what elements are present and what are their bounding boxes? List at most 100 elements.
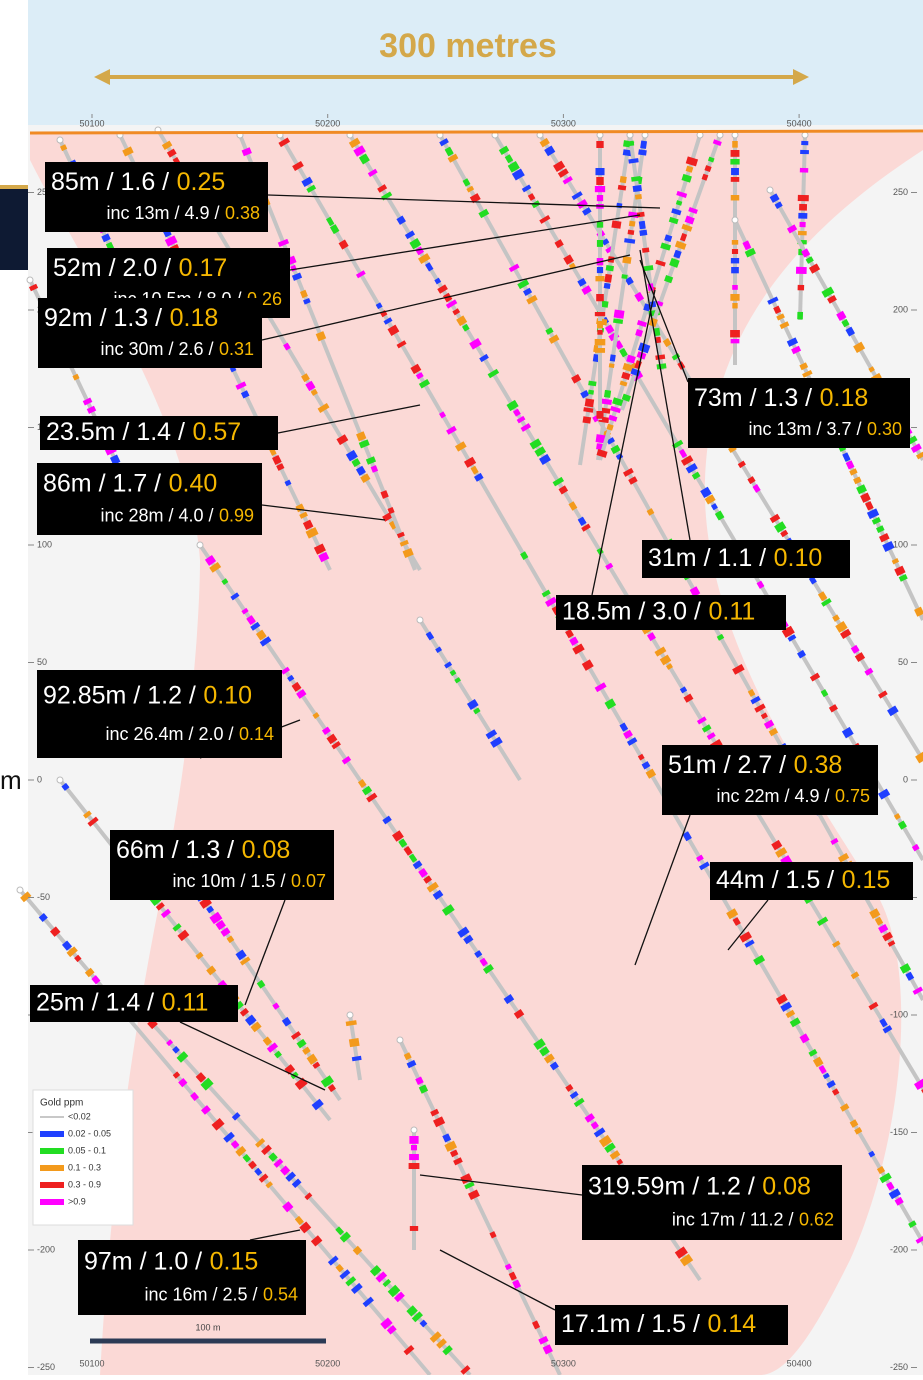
assay-interval [884, 1175, 887, 1180]
callout-main: 97m / 1.0 /0.15 [84, 1247, 258, 1275]
assay-interval [803, 1035, 807, 1041]
assay-interval [359, 468, 363, 474]
assay-interval [345, 758, 348, 762]
assay-interval [681, 450, 685, 457]
assay-interval [447, 663, 449, 666]
callout-main: 319.59m / 1.2 /0.08 [588, 1172, 811, 1200]
assay-interval [637, 186, 638, 192]
legend-label: 0.3 - 0.9 [68, 1179, 101, 1189]
assay-interval [354, 1039, 355, 1047]
assay-interval [373, 1268, 378, 1273]
assay-interval [703, 864, 705, 868]
assay-interval [794, 1020, 797, 1025]
assay-interval [276, 1053, 279, 1057]
y-tick-label: -250 [890, 1362, 908, 1372]
assay-interval [338, 1266, 342, 1271]
assay-interval [423, 256, 426, 261]
assay-interval [614, 447, 617, 452]
assay-interval [464, 325, 467, 330]
assay-interval [296, 274, 298, 279]
assay-interval [825, 601, 827, 605]
assay-interval [516, 171, 520, 178]
scale-bar-label: 100 m [195, 1322, 220, 1332]
assay-interval [305, 1049, 308, 1053]
assay-interval [553, 337, 556, 342]
assay-interval [632, 478, 635, 483]
assay-interval [845, 453, 848, 460]
assay-interval [198, 954, 201, 958]
assay-interval [599, 685, 602, 689]
assay-interval [778, 524, 782, 531]
assay-interval [543, 140, 546, 145]
assay-interval [806, 372, 808, 376]
assay-interval [680, 242, 682, 248]
assay-interval [295, 1034, 297, 1038]
gold-grade: 0.62 [799, 1209, 834, 1229]
assay-interval [400, 533, 402, 537]
assay-interval [886, 934, 889, 939]
assay-interval [342, 241, 346, 247]
assay-interval [507, 1265, 509, 1269]
assay-interval [440, 1342, 443, 1346]
assay-interval [315, 714, 318, 718]
hole-collar [17, 887, 23, 893]
assay-interval [308, 383, 312, 390]
assay-interval [774, 516, 777, 521]
assay-interval [476, 709, 478, 713]
gold-grade: 0.17 [179, 254, 228, 282]
assay-interval [645, 248, 646, 252]
intercept-text: 44m / 1.5 / [716, 866, 834, 894]
assay-interval [749, 250, 752, 256]
assay-interval [568, 1086, 571, 1090]
assay-interval [919, 1081, 923, 1087]
assay-interval [254, 624, 257, 628]
assay-interval [227, 1135, 231, 1139]
assay-interval [487, 967, 490, 972]
assay-interval [467, 937, 470, 942]
assay-interval [450, 302, 452, 306]
assay-interval [627, 470, 629, 474]
assay-interval [816, 1059, 820, 1066]
assay-interval [265, 1148, 268, 1152]
assay-interval [814, 675, 817, 679]
assay-interval [640, 755, 642, 759]
assay-interval [268, 1183, 271, 1186]
assay-interval [641, 212, 642, 217]
assay-interval [735, 918, 738, 924]
assay-interval [831, 297, 834, 302]
assay-interval [571, 264, 573, 268]
assay-interval [668, 665, 670, 669]
assay-interval [525, 426, 527, 430]
assay-interval [168, 1041, 171, 1044]
assay-interval [410, 1062, 412, 1067]
assay-interval [279, 465, 281, 470]
assay-interval [283, 140, 285, 144]
assay-interval [534, 1322, 537, 1329]
assay-interval [449, 1143, 452, 1150]
assay-interval [758, 957, 761, 962]
assay-interval [176, 926, 179, 929]
assay-interval [492, 372, 494, 376]
assay-interval [591, 390, 592, 394]
assay-interval [434, 1110, 436, 1114]
assay-interval [350, 452, 354, 459]
assay-interval [285, 1019, 289, 1025]
assay-interval [370, 458, 372, 463]
intercept-text: inc 10m / 1.5 / [172, 871, 285, 891]
assay-interval [365, 788, 368, 793]
assay-interval [94, 977, 99, 982]
assay-interval [589, 399, 590, 407]
assay-interval [860, 486, 863, 492]
assay-interval [689, 217, 691, 223]
assay-interval [333, 226, 337, 233]
assay-interval [437, 279, 439, 283]
assay-interval [646, 304, 648, 310]
assay-interval [418, 1078, 421, 1084]
assay-interval [507, 156, 511, 162]
assay-interval [699, 856, 701, 860]
assay-interval [813, 266, 816, 272]
assay-interval [811, 578, 814, 584]
callout-main: 92.85m / 1.2 /0.10 [43, 681, 252, 709]
assay-interval [330, 736, 334, 742]
assay-interval [603, 417, 604, 422]
